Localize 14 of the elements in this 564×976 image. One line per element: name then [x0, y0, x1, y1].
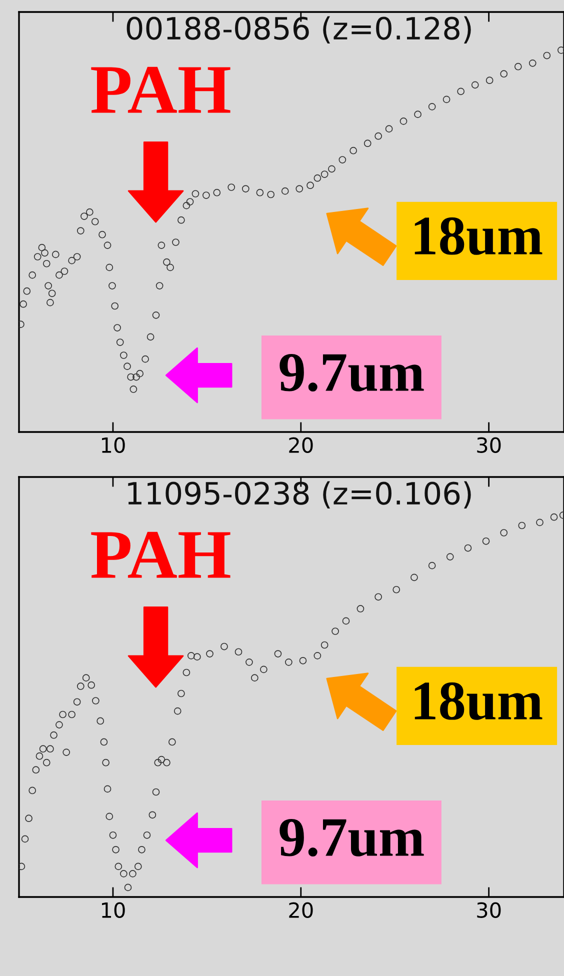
- x-tick-label: 30: [477, 437, 501, 453]
- x-tick-label: 20: [289, 437, 313, 453]
- x-tick-label: 20: [289, 902, 313, 918]
- annotation: 9.7um: [280, 818, 424, 857]
- annotation: 9.7um: [280, 354, 424, 392]
- annotation: PAH: [91, 66, 230, 113]
- chart-title: 11095-0238 (z=0.106): [128, 481, 471, 508]
- x-tick-label: 10: [102, 902, 125, 918]
- annotation: 18um: [414, 682, 542, 720]
- x-tick-label: 30: [477, 902, 501, 918]
- x-tick-label: 10: [102, 437, 125, 453]
- annotation: 18um: [414, 217, 542, 255]
- chart-title: 00188-0856 (z=0.128): [126, 16, 471, 44]
- annotation: PAH: [91, 532, 230, 578]
